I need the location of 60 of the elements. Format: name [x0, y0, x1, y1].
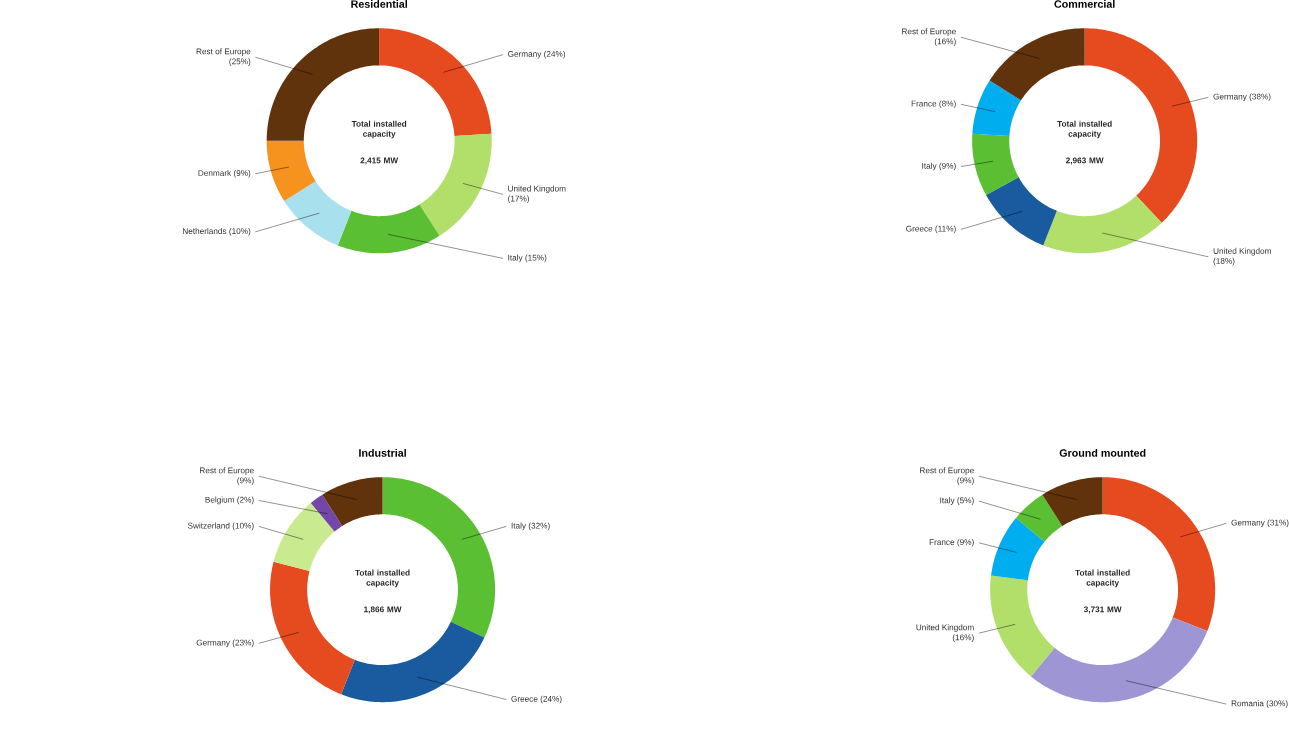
- text: 1,866 MW: [364, 606, 402, 614]
- data-label: (15%): [525, 254, 547, 263]
- data-label: (16%): [952, 634, 974, 642]
- data-label: (23%): [232, 639, 254, 648]
- data-label: (9%): [957, 477, 974, 486]
- data-label: (17%): [508, 195, 529, 204]
- slice-label: Italy: [940, 497, 955, 506]
- slice-label: Belgium: [205, 496, 234, 505]
- data-label: (24%): [544, 50, 566, 59]
- data-label: (9%): [939, 162, 956, 171]
- slice-label: Greece: [511, 696, 538, 702]
- chart-title: Residential: [351, 0, 407, 8]
- data-label: (9%): [957, 539, 974, 547]
- data-label: (2%): [237, 496, 254, 505]
- chart-title: Commercial: [1054, 0, 1115, 8]
- data-label: (30%): [1266, 700, 1288, 709]
- text: Total installed capacity: [351, 120, 407, 139]
- data-label: (25%): [229, 58, 251, 67]
- slice-label: Rest of Europe: [902, 28, 956, 37]
- slice-label: Germany: [196, 639, 230, 648]
- slice-label: Rest of Europe: [920, 467, 974, 476]
- text: 2,963 MW: [1065, 157, 1104, 165]
- slice-label: Switzerland: [187, 522, 230, 529]
- chart-title: Ground mounted: [1059, 449, 1146, 457]
- data-label: (11%): [935, 225, 956, 234]
- data-label: (10%): [232, 522, 254, 531]
- slice-label: Denmark: [198, 170, 232, 177]
- text: Total installed capacity: [1075, 569, 1130, 588]
- slice-label: France: [911, 100, 937, 107]
- text: 2,415 MW: [360, 157, 399, 165]
- slice-label: United Kingdom: [916, 624, 974, 632]
- data-label: (16%): [934, 38, 956, 47]
- data-label: (9%): [233, 170, 251, 178]
- data-label: (31%): [1267, 519, 1289, 528]
- data-label: (38%): [1249, 93, 1271, 102]
- data-label: (10%): [229, 228, 251, 236]
- slice-label: Greece: [906, 225, 933, 232]
- slice-label: Germany: [1213, 93, 1247, 102]
- slice-label: United Kingdom: [1213, 247, 1271, 256]
- data-label: (9%): [237, 477, 254, 486]
- slice-label: Italy: [922, 162, 937, 171]
- data-label: (24%): [540, 695, 562, 704]
- text: Total installed capacity: [355, 569, 410, 588]
- slice-label: Germany: [1231, 519, 1265, 528]
- slice-label: France: [929, 539, 955, 546]
- slice-label: Romania: [1231, 700, 1264, 707]
- slice-label: United Kingdom: [508, 185, 566, 194]
- chart-title: Industrial: [359, 449, 406, 457]
- slice-label: Italy: [511, 522, 527, 531]
- slice-label: Rest of Europe: [196, 48, 251, 57]
- slice-label: Germany: [508, 51, 542, 59]
- text: Total installed capacity: [1057, 120, 1112, 139]
- slice-label: Netherlands: [182, 228, 227, 235]
- text: 3,731 MW: [1083, 606, 1122, 614]
- slice-label: Italy: [508, 254, 523, 263]
- data-label: (8%): [939, 100, 956, 109]
- data-label: (32%): [528, 522, 550, 531]
- data-label: (18%): [1213, 257, 1235, 266]
- data-label: (5%): [957, 497, 974, 506]
- slice-label: Rest of Europe: [200, 467, 254, 476]
